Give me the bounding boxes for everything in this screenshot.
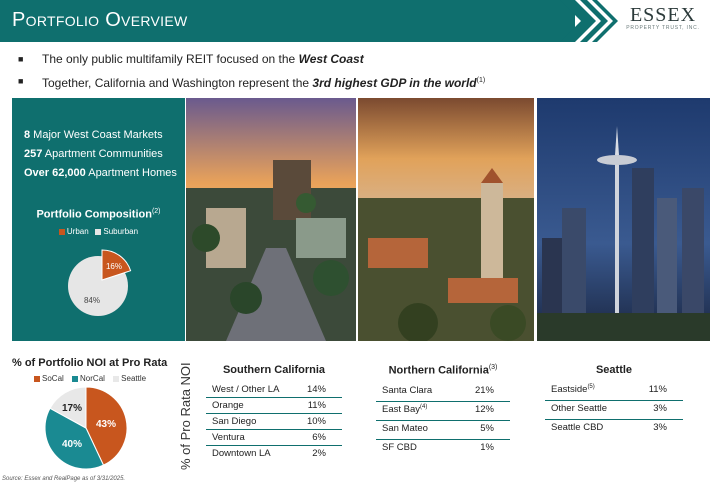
axis-label-pro-rata-noi: % of Pro Rata NOI	[178, 362, 193, 470]
table-row: West / Other LA 14%	[206, 382, 342, 398]
source-footnote: Source: Essex and RealPage as of 3/31/20…	[2, 476, 126, 482]
bullet-text: The only public multifamily REIT focused…	[42, 52, 299, 66]
table-row: San Diego 10%	[206, 414, 342, 430]
portfolio-stats-panel: 8 Major West Coast Markets 257 Apartment…	[12, 98, 185, 341]
noi-chart-title: % of Portfolio NOI at Pro Rata	[12, 357, 168, 369]
table-row: Other Seattle 3%	[545, 401, 683, 420]
page-title: Portfolio Overview	[12, 9, 188, 31]
header: Portfolio Overview ESSEX PROPERTY TRUST,…	[0, 0, 710, 42]
table-row: East Bay(4) 12%	[376, 402, 510, 421]
pie-label-seattle: 17%	[62, 403, 82, 414]
bullet-item: ■ The only public multifamily REIT focus…	[18, 50, 485, 72]
legend-swatch-suburban	[95, 228, 102, 235]
region-title: Seattle	[595, 364, 633, 376]
table-southern-california: Southern California West / Other LA 14% O…	[206, 364, 342, 461]
legend-swatch-norcal	[72, 375, 79, 382]
legend-swatch-seattle	[113, 375, 120, 382]
region-title: Southern California	[222, 364, 326, 376]
table-row: Santa Clara 21%	[376, 383, 510, 402]
table-row: Downtown LA 2%	[212, 448, 326, 459]
noi-legend: SoCal NorCal Seattle	[34, 374, 152, 383]
table-row: Eastside(5) 11%	[545, 382, 683, 401]
pie-label-urban: 16%	[106, 262, 122, 271]
table-northern-california: Northern California(3) Santa Clara 21% Ea…	[376, 364, 510, 458]
essex-logo: ESSEX PROPERTY TRUST, INC.	[620, 4, 706, 31]
stat-communities: 257 Apartment Communities	[24, 148, 163, 160]
bullet-list: ■ The only public multifamily REIT focus…	[18, 50, 485, 94]
logo-tagline: PROPERTY TRUST, INC.	[626, 25, 700, 31]
pie-slice-urban	[101, 249, 132, 281]
pie-label-norcal: 40%	[62, 439, 82, 450]
composition-title: Portfolio Composition(2)	[36, 208, 161, 221]
noi-pie-chart: 43% 40% 17%	[44, 386, 128, 470]
pie-slice-norcal	[44, 407, 105, 470]
table-row: Ventura 6%	[206, 430, 342, 446]
bullet-item: ■ Together, California and Washington re…	[18, 72, 485, 94]
pie-slice-socal	[85, 386, 128, 466]
pie-label-socal: 43%	[96, 419, 116, 430]
bullet-emphasis: 3rd highest GDP in the world	[312, 76, 477, 90]
logo-name: ESSEX	[629, 4, 697, 26]
header-bar: Portfolio Overview	[0, 0, 575, 42]
table-row: Orange 11%	[206, 398, 342, 414]
table-seattle: Seattle Eastside(5) 11% Other Seattle 3% S…	[545, 364, 683, 438]
legend-swatch-socal	[34, 375, 40, 382]
stats-list: 8 Major West Coast Markets 257 Apartment…	[24, 126, 177, 183]
photo-seattle	[537, 98, 710, 341]
bullet-text: Together, California and Washington repr…	[42, 76, 313, 90]
composition-pie-chart: 16% 84%	[68, 249, 132, 316]
region-title: Northern California(3)	[388, 364, 498, 377]
table-row: San Mateo 5%	[376, 421, 510, 440]
legend-seattle: Seattle	[121, 374, 147, 383]
stat-markets: 8 Major West Coast Markets	[24, 129, 163, 141]
legend-socal: SoCal	[42, 374, 64, 383]
photo-northern-california	[358, 98, 534, 341]
bullet-emphasis: West Coast	[298, 52, 364, 66]
bullet-marker: ■	[18, 76, 24, 86]
bullet-marker: ■	[18, 54, 24, 64]
photo-southern-california	[186, 98, 356, 341]
composition-legend: Urban Suburban	[12, 227, 185, 236]
legend-swatch-urban	[58, 228, 65, 235]
legend-norcal: NorCal	[80, 374, 105, 383]
chevron-decoration	[560, 0, 618, 42]
table-row: Seattle CBD 3%	[551, 422, 667, 433]
legend-urban: Urban	[66, 227, 89, 236]
pie-slice-seattle	[49, 386, 87, 429]
table-row: SF CBD 1%	[382, 441, 494, 453]
stat-homes: Over 62,000 Apartment Homes	[24, 167, 177, 179]
pie-label-suburban: 84%	[84, 296, 100, 305]
bullet-footnote: (1)	[476, 77, 486, 84]
legend-suburban: Suburban	[103, 227, 139, 236]
